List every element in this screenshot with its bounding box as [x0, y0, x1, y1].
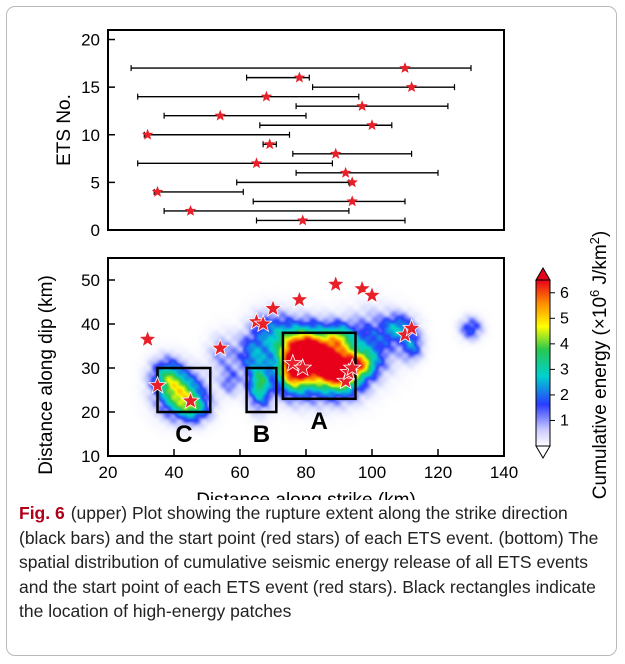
event-start-star: [180, 390, 201, 410]
event-start-star: [352, 278, 372, 298]
start-point-star: [293, 71, 306, 83]
colorbar-tick-label: 3: [560, 361, 569, 378]
colorbar-label: Cumulative energy (×106 J/km2): [587, 231, 612, 499]
event-start-star: [253, 313, 273, 333]
lower-x-tick-label: 40: [165, 463, 184, 482]
lower-x-tick-label: 20: [99, 463, 118, 482]
colorbar-tick-label: 2: [560, 387, 569, 404]
start-point-star: [339, 166, 352, 178]
colorbar-gradient: [535, 279, 551, 447]
colorbar-tick-label: 5: [560, 310, 569, 327]
event-start-star: [137, 329, 158, 348]
event-start-star: [210, 338, 230, 357]
lower-x-tick-label: 100: [358, 463, 386, 482]
upper-y-tick-label: 5: [91, 173, 100, 192]
event-start-star: [147, 375, 168, 394]
start-point-star: [405, 81, 418, 92]
lower-y-tick-label: 50: [81, 271, 100, 290]
lower-x-axis-label: Distance along strike (km): [196, 490, 416, 500]
lower-x-tick-label: 140: [490, 463, 518, 482]
upper-panel: 0 5 10 15 20 ETS No.: [54, 29, 505, 240]
colorbar: 1 2 3 4 5 6 Cumulative energy (×106 J/km2): [535, 231, 612, 499]
patch-label-B: B: [253, 421, 270, 448]
caption-lead: Fig. 6: [19, 503, 65, 523]
upper-y-tick-label: 0: [91, 221, 100, 240]
energy-heatmap: [108, 258, 504, 456]
lower-x-tick-label: 60: [231, 463, 250, 482]
upper-y-tick-label: 10: [81, 126, 100, 145]
patch-label-C: C: [175, 421, 192, 448]
figure-caption: Fig. 6 (upper) Plot showing the rupture e…: [19, 501, 615, 624]
start-point-star: [260, 90, 273, 102]
start-point-star: [356, 100, 368, 111]
start-point-star: [214, 109, 226, 121]
start-point-star: [151, 185, 164, 197]
colorbar-tick-label: 4: [560, 336, 569, 353]
lower-y-axis-label: Distance along dip (km): [36, 275, 57, 475]
upper-y-axis-label: ETS No.: [54, 94, 75, 166]
start-point-star: [250, 157, 263, 169]
upper-plot-area: [107, 29, 505, 231]
colorbar-tick-label: 6: [560, 285, 569, 302]
start-point-star: [141, 128, 154, 140]
start-point-star: [184, 205, 197, 216]
start-point-star: [330, 147, 342, 159]
figure-frame: [6, 6, 617, 656]
lower-y-tick-label: 30: [81, 359, 100, 378]
event-start-star: [362, 285, 382, 304]
start-point-star: [399, 62, 411, 73]
start-point-star: [297, 214, 309, 226]
lower-y-tick-label: 40: [81, 315, 100, 334]
patch-rectangle-C: [156, 366, 212, 414]
event-start-star: [289, 289, 310, 309]
event-start-star: [342, 357, 362, 377]
colorbar-max-triangle: [535, 267, 551, 281]
upper-y-tick-label: 20: [81, 31, 100, 50]
colorbar-tick-label: 1: [560, 412, 569, 429]
lower-y-tick-label: 10: [81, 447, 100, 466]
start-point-star: [346, 176, 358, 188]
event-start-star: [283, 353, 303, 372]
colorbar-min-triangle: [535, 445, 551, 459]
lower-x-tick-label: 80: [297, 463, 316, 482]
lower-y-tick-label: 20: [81, 403, 100, 422]
patch-label-A: A: [311, 408, 328, 435]
event-start-star: [293, 357, 313, 377]
patch-rectangle-B: [245, 366, 278, 414]
lower-x-tick-label: 120: [424, 463, 452, 482]
event-start-star: [401, 318, 422, 337]
start-point-star: [264, 138, 276, 150]
start-point-star: [366, 119, 378, 131]
upper-y-tick-label: 15: [81, 78, 100, 97]
caption-text: (upper) Plot showing the rupture extent …: [19, 503, 599, 621]
start-point-star: [346, 195, 358, 207]
event-start-star: [326, 274, 346, 293]
event-start-star: [263, 298, 283, 317]
